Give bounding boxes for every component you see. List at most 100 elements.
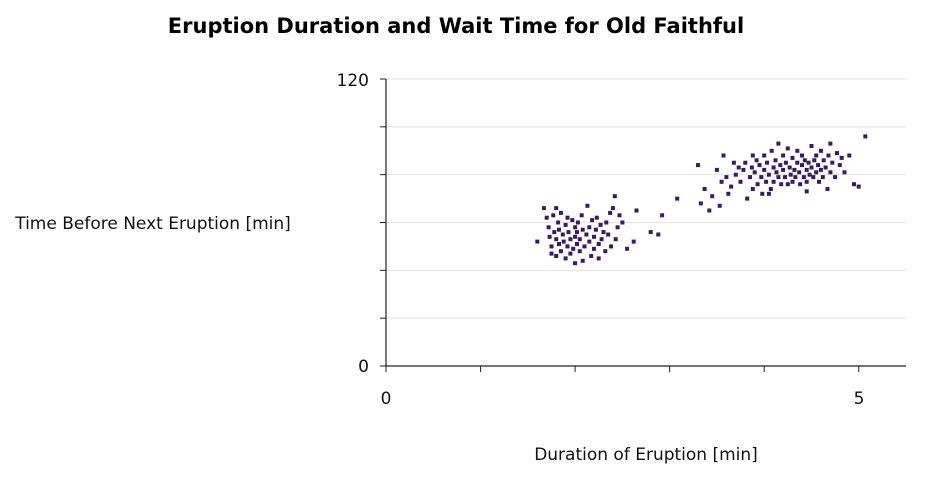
data-point — [806, 160, 811, 165]
data-point — [698, 201, 703, 206]
data-point — [549, 251, 554, 256]
data-point — [765, 160, 769, 165]
data-point — [719, 179, 724, 184]
data-point — [541, 206, 546, 211]
data-point — [615, 225, 620, 230]
data-point — [726, 191, 731, 196]
data-point — [811, 175, 816, 180]
data-point — [809, 165, 814, 170]
data-point — [568, 237, 573, 242]
data-point — [776, 141, 781, 146]
data-point — [798, 182, 803, 187]
data-point — [788, 172, 793, 177]
data-point — [551, 213, 556, 218]
data-point — [804, 179, 809, 184]
data-point — [787, 165, 792, 170]
data-point — [741, 167, 746, 172]
data-point — [724, 175, 729, 180]
data-point — [809, 144, 814, 148]
data-point — [570, 218, 575, 223]
data-point — [830, 160, 835, 165]
data-point — [752, 170, 757, 175]
data-point — [696, 163, 700, 168]
data-point — [577, 249, 582, 254]
data-point — [710, 194, 715, 199]
data-point — [598, 222, 603, 227]
data-point — [818, 167, 823, 172]
data-point — [549, 244, 554, 249]
data-point — [757, 163, 762, 168]
data-point — [731, 160, 736, 165]
data-point — [828, 141, 833, 146]
data-point — [748, 175, 752, 180]
data-point — [544, 215, 549, 220]
data-point — [558, 249, 563, 254]
data-point — [795, 160, 800, 165]
data-point — [820, 175, 825, 180]
data-point — [592, 246, 596, 251]
data-point — [565, 215, 570, 220]
data-point — [779, 182, 784, 187]
data-point — [802, 158, 807, 163]
data-point — [606, 232, 611, 237]
data-point — [573, 225, 578, 230]
data-point — [608, 210, 613, 215]
data-point — [558, 210, 563, 215]
data-point — [754, 158, 759, 163]
data-point — [589, 254, 594, 258]
data-point — [743, 160, 748, 165]
data-point — [835, 151, 839, 156]
data-point — [592, 234, 596, 239]
data-point — [785, 182, 790, 187]
data-point — [613, 237, 618, 242]
data-point — [557, 242, 561, 246]
data-point — [814, 170, 819, 175]
data-point — [842, 170, 847, 175]
chart-title: Eruption Duration and Wait Time for Old … — [168, 14, 744, 38]
data-point — [766, 172, 771, 177]
data-point — [721, 153, 726, 158]
data-point — [593, 227, 598, 232]
data-point — [535, 239, 540, 244]
data-point — [575, 220, 580, 225]
data-point — [771, 165, 776, 170]
data-point — [766, 191, 771, 196]
data-point — [563, 222, 568, 227]
data-point — [826, 153, 831, 158]
data-point — [714, 167, 719, 172]
data-point — [755, 182, 760, 187]
data-point — [634, 208, 639, 213]
data-point — [764, 179, 769, 184]
data-point — [783, 175, 787, 180]
y-axis-ticks — [380, 78, 386, 367]
data-point — [568, 251, 573, 256]
data-point — [800, 163, 804, 168]
data-point — [793, 175, 798, 180]
data-point — [760, 191, 765, 196]
data-point — [818, 148, 823, 153]
data-point — [609, 244, 613, 249]
data-point — [847, 153, 852, 158]
x-tick-label-min: 0 — [381, 389, 392, 409]
data-point — [547, 234, 552, 239]
data-points — [535, 134, 868, 266]
data-point — [631, 239, 636, 244]
data-point — [702, 187, 707, 191]
data-point — [579, 213, 584, 218]
data-point — [587, 239, 592, 244]
data-point — [552, 230, 557, 235]
data-point — [580, 258, 585, 263]
data-point — [585, 203, 590, 208]
data-point — [617, 213, 622, 218]
data-point — [601, 230, 606, 235]
data-point — [565, 244, 570, 249]
data-point — [750, 153, 755, 158]
data-point — [797, 170, 802, 175]
data-point — [825, 187, 830, 191]
data-point — [800, 153, 804, 158]
data-point — [821, 158, 826, 163]
data-point — [790, 155, 795, 160]
data-point — [833, 175, 838, 180]
data-point — [584, 232, 589, 237]
data-point — [554, 206, 559, 211]
